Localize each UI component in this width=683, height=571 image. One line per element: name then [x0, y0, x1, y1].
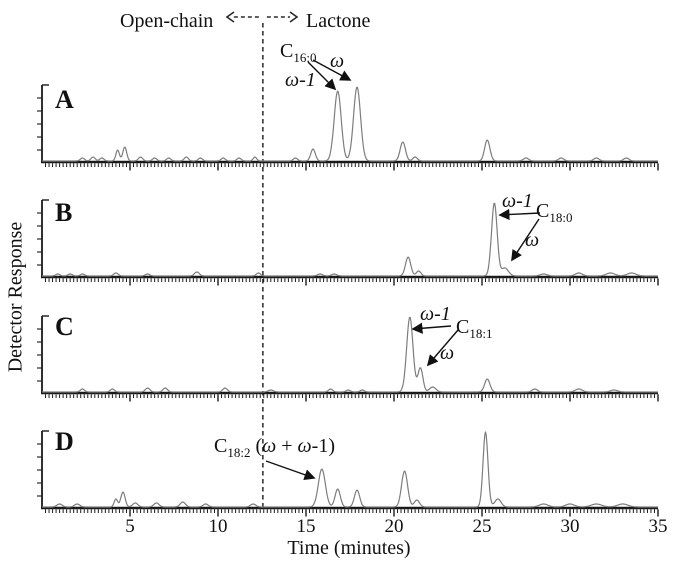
chromatogram-trace-D — [42, 431, 658, 508]
peak-label: C18:1 — [456, 317, 492, 340]
open-chain-label: Open-chain — [120, 10, 214, 32]
peak-label-text: C — [280, 40, 294, 62]
peak-annotation-arrow — [312, 59, 352, 81]
peak-label-subscript: 18:0 — [549, 210, 573, 225]
peak-label-text: ω — [262, 435, 277, 457]
x-tick-label: 15 — [296, 516, 316, 537]
peak-label-text: -1) — [311, 435, 335, 457]
left-chevron-icon — [225, 11, 235, 23]
peak-label-text: + — [276, 435, 298, 457]
panel-label-a: A — [55, 85, 74, 114]
panel-label-c: C — [55, 312, 74, 341]
peak-label: ω-1 — [285, 70, 316, 90]
peak-label-text: ω — [525, 229, 540, 251]
x-tick-label: 20 — [384, 516, 404, 537]
x-tick-label: 10 — [208, 516, 228, 537]
chromatogram-trace-B — [42, 202, 658, 277]
peak-label: ω — [440, 343, 454, 363]
peak-label-text: ω-1 — [420, 303, 451, 325]
peak-annotation-arrow — [498, 208, 541, 221]
x-tick-label: 25 — [472, 516, 492, 537]
x-tick-label: 5 — [125, 516, 135, 537]
peak-annotation-arrow — [411, 322, 452, 334]
peak-label-subscript: 18:1 — [469, 326, 493, 341]
peak-label: C18:0 — [536, 201, 572, 224]
x-tick-label: 30 — [560, 516, 580, 537]
panel-label-b: B — [55, 198, 73, 227]
peak-annotation-arrow — [426, 329, 459, 367]
peak-label: C18:2 (ω + ω-1) — [214, 436, 335, 459]
peak-label: ω-1 — [502, 191, 533, 211]
peak-label: ω-1 — [420, 304, 451, 324]
peak-label: ω — [525, 230, 539, 250]
peak-label-text: ω — [440, 342, 455, 364]
peak-label-subscript: 18:2 — [227, 445, 251, 460]
lactone-label: Lactone — [306, 10, 371, 32]
x-tick-label: 35 — [648, 516, 668, 537]
peak-label-text: ω-1 — [285, 69, 316, 91]
peak-annotation-arrow — [307, 61, 337, 91]
x-axis-label: Time (minutes) — [287, 537, 411, 559]
peak-label: ω — [330, 51, 344, 71]
right-chevron-icon — [289, 11, 299, 23]
peak-label-text: ω — [330, 50, 345, 72]
peak-annotation-arrow — [265, 460, 316, 481]
peak-label-text: C — [536, 200, 550, 222]
peak-label-text: C — [456, 316, 470, 338]
y-axis-label: Detector Response — [4, 221, 27, 373]
chromatogram-trace-A — [42, 86, 658, 162]
peak-label-text: ( — [250, 435, 263, 457]
chromatogram-trace-C — [42, 316, 658, 393]
peak-label-text: ω-1 — [502, 190, 533, 212]
peak-label-text: ω — [297, 435, 312, 457]
panel-label-d: D — [55, 427, 74, 456]
peak-label-subscript: 16:0 — [293, 50, 317, 65]
peak-annotation-arrow — [511, 218, 540, 262]
peak-label: C16:0 — [280, 41, 316, 64]
peak-label-text: C — [214, 435, 228, 457]
